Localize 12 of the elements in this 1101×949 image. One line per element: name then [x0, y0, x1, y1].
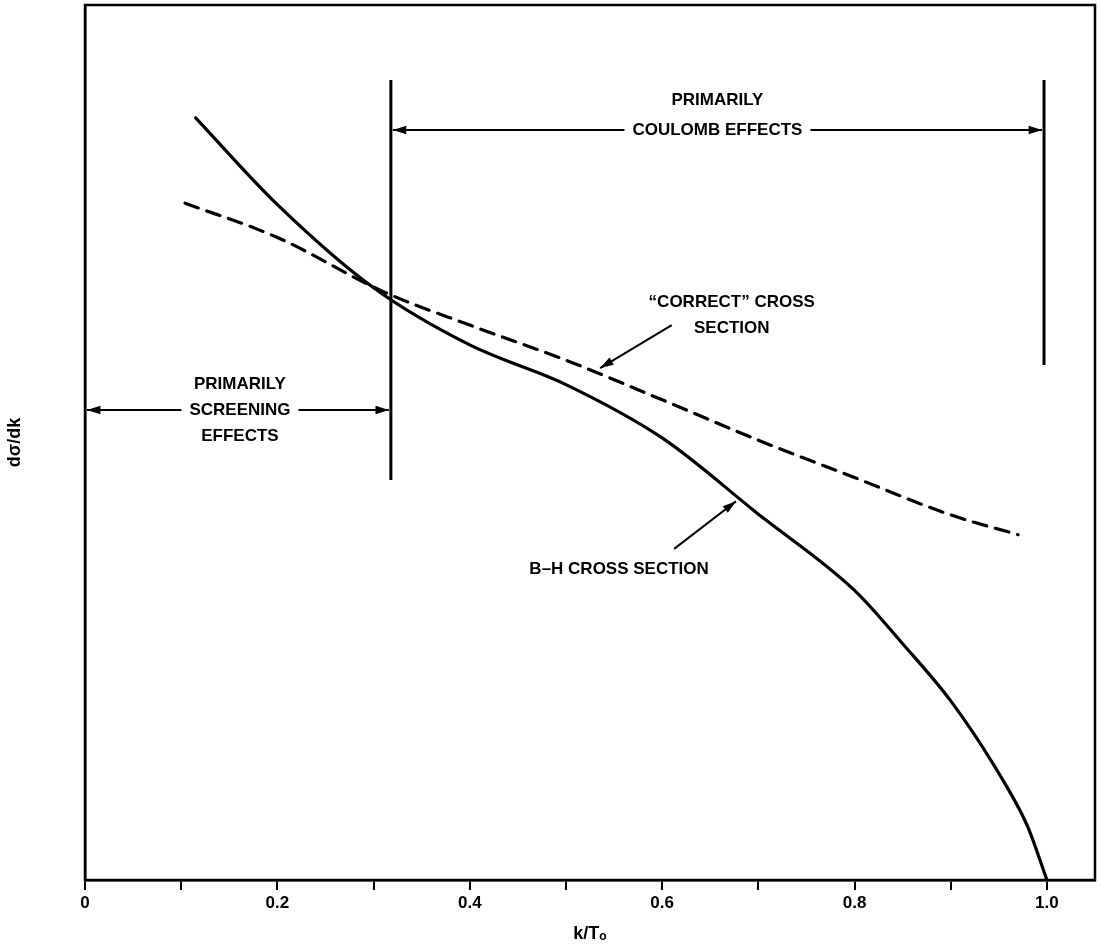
x-axis-title: k/Tₒ: [573, 923, 607, 944]
annotation: B–H CROSS SECTION: [529, 558, 709, 578]
x-tick-label: 0.2: [265, 892, 290, 912]
x-tick-label: 0: [80, 892, 90, 912]
y-axis-title: dσ/dk: [3, 416, 24, 468]
annotation: PRIMARILY COULOMB EFFECTS: [632, 89, 803, 139]
annotation: PRIMARILY SCREENING EFFECTS: [189, 373, 291, 445]
x-tick-label: 0.8: [842, 892, 867, 912]
x-tick-label: 1.0: [1035, 892, 1059, 912]
x-tick-label: 0.4: [457, 892, 483, 912]
annotation: “CORRECT” CROSS SECTION: [648, 291, 815, 337]
x-tick-label: 0.6: [650, 892, 674, 912]
